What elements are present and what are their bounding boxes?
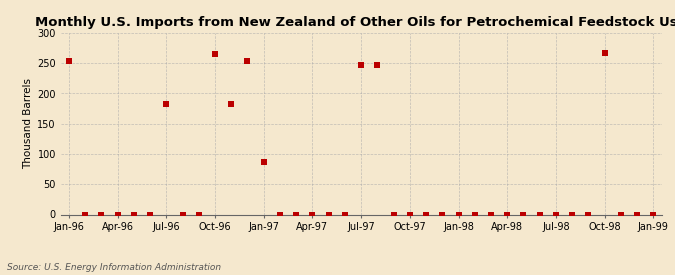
Point bbox=[404, 212, 415, 217]
Y-axis label: Thousand Barrels: Thousand Barrels bbox=[23, 78, 33, 169]
Point bbox=[485, 212, 496, 217]
Point bbox=[567, 212, 578, 217]
Point bbox=[583, 212, 594, 217]
Point bbox=[551, 212, 562, 217]
Point bbox=[80, 212, 90, 217]
Point bbox=[388, 212, 399, 217]
Point bbox=[356, 63, 367, 67]
Point bbox=[648, 212, 659, 217]
Point bbox=[599, 51, 610, 55]
Point bbox=[502, 212, 512, 217]
Point bbox=[259, 160, 269, 164]
Point bbox=[210, 51, 221, 56]
Point bbox=[632, 212, 643, 217]
Point bbox=[616, 212, 626, 217]
Title: Monthly U.S. Imports from New Zealand of Other Oils for Petrochemical Feedstock : Monthly U.S. Imports from New Zealand of… bbox=[35, 16, 675, 29]
Text: Source: U.S. Energy Information Administration: Source: U.S. Energy Information Administ… bbox=[7, 263, 221, 272]
Point bbox=[437, 212, 448, 217]
Point bbox=[291, 212, 302, 217]
Point bbox=[372, 63, 383, 67]
Point bbox=[128, 212, 139, 217]
Point bbox=[161, 101, 171, 106]
Point bbox=[340, 212, 350, 217]
Point bbox=[453, 212, 464, 217]
Point bbox=[177, 212, 188, 217]
Point bbox=[275, 212, 286, 217]
Point bbox=[421, 212, 431, 217]
Point bbox=[193, 212, 204, 217]
Point bbox=[112, 212, 123, 217]
Point bbox=[535, 212, 545, 217]
Point bbox=[242, 59, 253, 63]
Point bbox=[226, 101, 237, 106]
Point bbox=[144, 212, 155, 217]
Point bbox=[323, 212, 334, 217]
Point bbox=[518, 212, 529, 217]
Point bbox=[307, 212, 318, 217]
Point bbox=[96, 212, 107, 217]
Point bbox=[469, 212, 480, 217]
Point bbox=[63, 59, 74, 64]
